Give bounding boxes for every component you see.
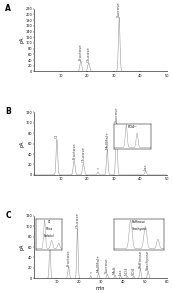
Text: Glucose: Glucose [87,47,91,62]
Text: SO4: SO4 [132,267,136,275]
Text: Mal/Mal+: Mal/Mal+ [96,254,100,272]
Text: Fructose: Fructose [79,43,83,60]
Text: Glucose: Glucose [76,212,79,228]
Text: Malt: Malt [113,266,117,274]
Text: *: * [90,271,92,275]
Text: Mal/Mal+: Mal/Mal+ [105,131,109,149]
X-axis label: min: min [96,286,105,291]
Text: Cl: Cl [48,241,52,245]
Text: Fructose: Fructose [67,249,71,266]
Text: Sucrose: Sucrose [115,106,119,122]
Text: Sucrose: Sucrose [105,258,109,273]
Text: B: B [5,107,11,116]
Y-axis label: pA: pA [19,244,24,250]
Text: NO3: NO3 [125,267,129,275]
Text: *: * [97,167,99,171]
Text: Raffinose: Raffinose [138,250,142,268]
Text: Lac: Lac [119,268,122,275]
Text: Glucose: Glucose [81,146,85,162]
Text: C: C [5,211,11,220]
Text: Fructose: Fructose [72,143,76,159]
Text: A: A [5,4,11,13]
Text: Stachyose: Stachyose [146,250,150,270]
Y-axis label: pA: pA [19,140,24,147]
Y-axis label: pA: pA [19,37,24,43]
Text: Cl: Cl [55,134,59,138]
Text: Sucrose: Sucrose [117,1,121,17]
Text: Lac: Lac [144,163,148,170]
